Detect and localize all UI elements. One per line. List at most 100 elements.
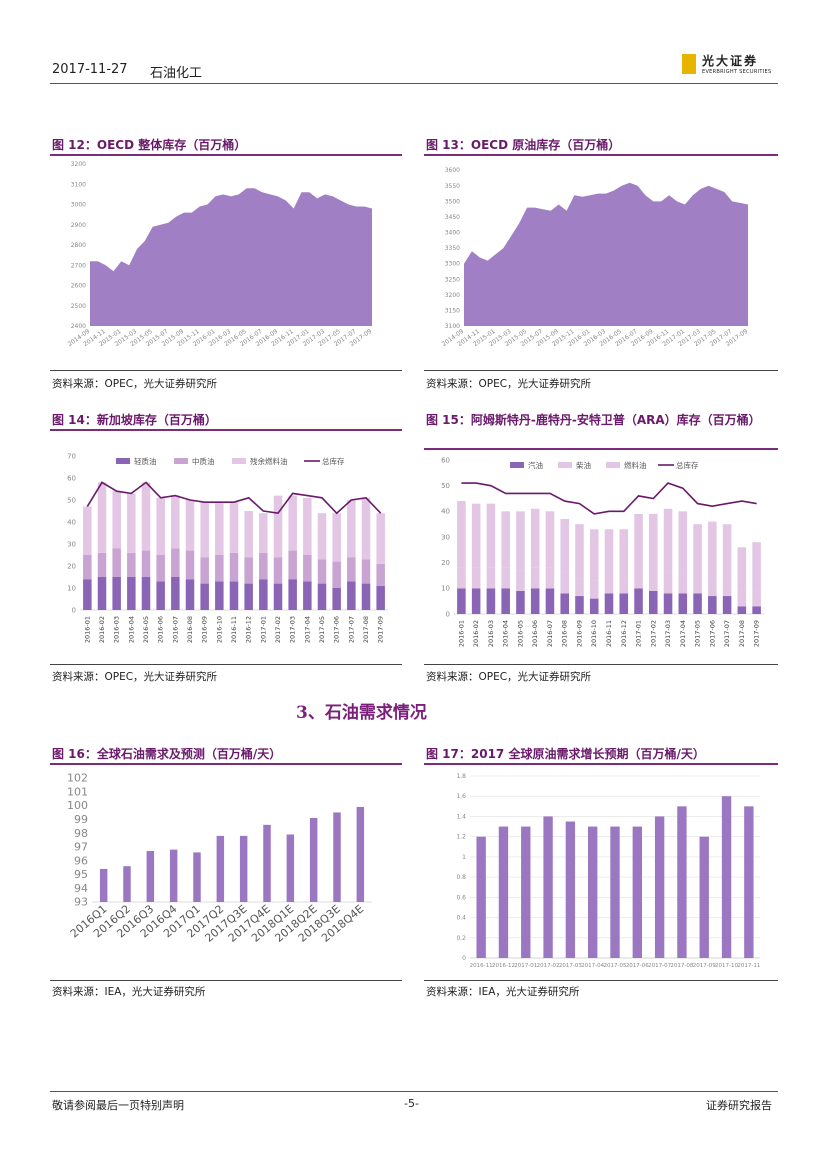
bar-segment bbox=[737, 547, 747, 591]
bar-segment bbox=[141, 577, 151, 610]
bar-segment bbox=[663, 572, 673, 594]
x-tick-label: 2016-01 bbox=[83, 616, 91, 643]
page-number: -5- bbox=[404, 1097, 419, 1110]
figure-14-rule bbox=[50, 429, 402, 431]
x-tick-label: 2016-09 bbox=[575, 620, 583, 647]
y-tick-label: 3350 bbox=[445, 245, 460, 252]
bar-segment bbox=[649, 513, 658, 576]
y-tick-label: 60 bbox=[441, 456, 450, 464]
x-tick-label: 2017-04 bbox=[581, 963, 604, 969]
bar-segment bbox=[708, 578, 717, 597]
bar-segment bbox=[457, 588, 466, 614]
bar-segment bbox=[83, 506, 92, 555]
bar-segment bbox=[97, 577, 107, 610]
x-tick-label: 2017-06 bbox=[333, 616, 341, 643]
y-tick-label: 3400 bbox=[445, 230, 460, 237]
x-tick-label: 2017-09 bbox=[377, 616, 385, 643]
brand-logo: 光大证券 EVERBRIGHT SECURITIES bbox=[682, 52, 782, 78]
x-tick-label: 2016-07 bbox=[171, 616, 179, 643]
y-tick-label: 0 bbox=[462, 955, 466, 962]
x-tick-label: 2016-05 bbox=[516, 620, 524, 647]
y-tick-label: 3000 bbox=[71, 202, 86, 209]
y-tick-label: 94 bbox=[74, 882, 88, 895]
figure-17-rule bbox=[424, 763, 778, 765]
x-tick-label: 2017-06 bbox=[708, 620, 716, 647]
figure-12-rule bbox=[50, 154, 402, 156]
bar-segment bbox=[634, 513, 643, 573]
x-tick-label: 2017-03 bbox=[559, 963, 582, 969]
bar-segment bbox=[457, 501, 466, 568]
x-tick-label: 2016-12 bbox=[245, 616, 253, 643]
y-tick-label: 0 bbox=[446, 610, 450, 618]
bar-segment bbox=[259, 579, 268, 610]
legend-swatch bbox=[232, 458, 246, 464]
bar-segment bbox=[185, 550, 195, 580]
figure-16-title: 图 16：全球石油需求及预测（百万桶/天） bbox=[52, 747, 282, 761]
bar-segment bbox=[604, 529, 614, 576]
bar-segment bbox=[530, 567, 540, 589]
y-tick-label: 3200 bbox=[445, 292, 460, 299]
bar-segment bbox=[545, 588, 555, 614]
bar-segment bbox=[332, 561, 341, 588]
bar-segment bbox=[634, 588, 643, 614]
bar-segment bbox=[347, 557, 356, 582]
y-tick-label: 1.8 bbox=[456, 773, 466, 780]
bar-segment bbox=[112, 491, 121, 549]
bar-segment bbox=[83, 579, 92, 610]
bar-segment bbox=[303, 581, 312, 610]
y-tick-label: 30 bbox=[441, 533, 450, 541]
bar-segment bbox=[471, 503, 481, 568]
bar-segment bbox=[663, 593, 673, 614]
figure-14-source-rule bbox=[50, 664, 402, 665]
bar-segment bbox=[376, 563, 385, 586]
bar-segment bbox=[530, 508, 540, 568]
legend-label: 总库存 bbox=[322, 456, 345, 466]
bar bbox=[699, 836, 709, 958]
x-tick-label: 2017-05 bbox=[604, 963, 627, 969]
footer-rule bbox=[50, 1091, 778, 1092]
y-tick-label: 2800 bbox=[71, 242, 86, 249]
bar-segment bbox=[560, 519, 569, 573]
legend-label: 汽油 bbox=[528, 460, 543, 470]
x-tick-label: 2016-09 bbox=[201, 616, 209, 643]
y-tick-label: 2900 bbox=[71, 222, 86, 229]
bar-segment bbox=[200, 583, 209, 610]
y-tick-label: 102 bbox=[67, 772, 88, 785]
y-tick-label: 3550 bbox=[445, 183, 460, 190]
bar-segment bbox=[376, 513, 385, 564]
bar-segment bbox=[722, 524, 732, 579]
bar-segment bbox=[722, 578, 732, 597]
y-tick-label: 60 bbox=[67, 474, 76, 482]
bar-segment bbox=[530, 588, 540, 614]
x-tick-label: 2017-08 bbox=[670, 963, 693, 969]
bar-segment bbox=[288, 495, 297, 551]
figure-12-title: 图 12：OECD 整体库存（百万桶） bbox=[52, 138, 247, 152]
bar-segment bbox=[501, 588, 510, 614]
bar bbox=[286, 834, 295, 902]
y-tick-label: 98 bbox=[74, 827, 88, 840]
x-tick-label: 2017-07 bbox=[723, 620, 731, 647]
bar bbox=[239, 835, 248, 902]
bar bbox=[333, 812, 341, 902]
y-tick-label: 3100 bbox=[445, 323, 460, 330]
figure-16-chart: 939495969798991001011022016Q12016Q22016Q… bbox=[67, 772, 372, 945]
bar-segment bbox=[171, 577, 180, 610]
bar-segment bbox=[471, 567, 481, 589]
bar-segment bbox=[737, 590, 747, 607]
x-tick-label: 2016-03 bbox=[113, 616, 121, 643]
bar-segment bbox=[589, 580, 599, 599]
x-tick-label: 2017-03 bbox=[664, 620, 672, 647]
bar-segment bbox=[678, 593, 688, 614]
bar-segment bbox=[215, 555, 224, 582]
x-tick-label: 2017-11 bbox=[737, 963, 760, 969]
bar-segment bbox=[589, 598, 599, 614]
bar-segment bbox=[516, 590, 525, 614]
legend-swatch bbox=[606, 462, 620, 468]
bar-segment bbox=[376, 585, 385, 610]
figure-14-source: 资料来源：OPEC，光大证券研究所 bbox=[52, 671, 218, 683]
y-tick-label: 2700 bbox=[71, 262, 86, 269]
bar-segment bbox=[127, 577, 136, 610]
figure-13-rule bbox=[424, 154, 778, 156]
bar-segment bbox=[229, 502, 239, 553]
bar-segment bbox=[486, 588, 496, 614]
